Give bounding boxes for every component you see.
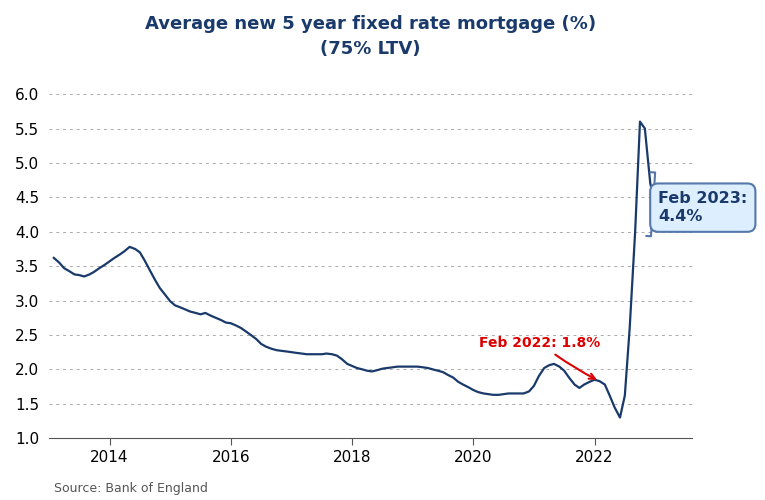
Text: Feb 2022: 1.8%: Feb 2022: 1.8% bbox=[480, 336, 601, 378]
Title: Average new 5 year fixed rate mortgage (%)
(75% LTV): Average new 5 year fixed rate mortgage (… bbox=[145, 15, 596, 58]
Text: Feb 2023:
4.4%: Feb 2023: 4.4% bbox=[646, 172, 747, 236]
Text: Source: Bank of England: Source: Bank of England bbox=[54, 482, 207, 495]
